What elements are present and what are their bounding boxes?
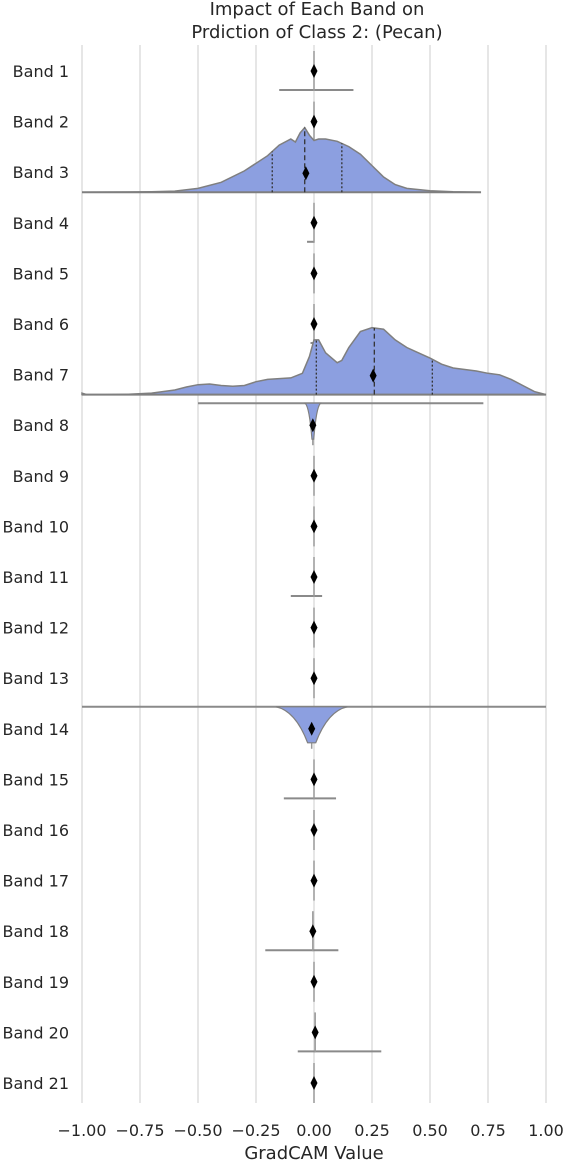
mean-marker bbox=[311, 64, 318, 78]
mean-marker bbox=[311, 317, 318, 331]
y-tick-label: Band 17 bbox=[2, 872, 69, 891]
violin-band-4 bbox=[307, 203, 317, 243]
mean-marker bbox=[311, 975, 318, 989]
violin-band-6 bbox=[311, 304, 318, 344]
violin-band-2 bbox=[309, 102, 318, 142]
y-tick-label: Band 6 bbox=[13, 315, 69, 334]
y-tick-labels: Band 1 Band 2 Band 3 Band 4 Band 5 Band 6 Band… bbox=[2, 62, 69, 1093]
y-tick-label: Band 5 bbox=[13, 264, 69, 283]
y-tick-label: Band 10 bbox=[2, 517, 69, 536]
mean-marker bbox=[311, 772, 318, 786]
y-tick-label: Band 15 bbox=[2, 770, 69, 789]
mean-marker bbox=[311, 115, 318, 129]
violin-band-3 bbox=[82, 128, 481, 193]
mean-marker bbox=[311, 823, 318, 837]
violin-band-21 bbox=[311, 1063, 318, 1103]
violin-band-14 bbox=[82, 707, 546, 749]
y-tick-label: Band 18 bbox=[2, 922, 69, 941]
violin-band-15 bbox=[284, 759, 336, 799]
x-tick-label: 0.25 bbox=[354, 1121, 390, 1140]
violin-band-9 bbox=[311, 456, 318, 496]
chart-title-line-1: Impact of Each Band on bbox=[210, 0, 425, 20]
mean-marker bbox=[311, 874, 318, 888]
mean-marker bbox=[311, 671, 318, 685]
violin-band-19 bbox=[311, 962, 318, 1002]
y-tick-label: Band 7 bbox=[13, 366, 69, 385]
y-tick-label: Band 21 bbox=[2, 1074, 69, 1093]
y-tick-label: Band 8 bbox=[13, 416, 69, 435]
mean-marker bbox=[311, 469, 318, 483]
x-tick-label: 0.00 bbox=[296, 1121, 332, 1140]
violin-band-11 bbox=[291, 557, 322, 597]
violin-band-5 bbox=[311, 253, 318, 293]
mean-marker bbox=[311, 1076, 318, 1090]
mean-marker bbox=[311, 621, 318, 635]
chart-title-line-2: Prdiction of Class 2: (Pecan) bbox=[191, 22, 442, 43]
y-tick-label: Band 2 bbox=[13, 113, 69, 132]
violin-band-10 bbox=[311, 506, 318, 546]
violin-band-1 bbox=[279, 51, 353, 91]
x-tick-label: 0.75 bbox=[470, 1121, 506, 1140]
x-tick-labels: −1.00 −0.75 −0.50 −0.25 0.00 0.25 0.50 0.75 1.00 bbox=[57, 1121, 563, 1140]
x-tick-label: 1.00 bbox=[528, 1121, 564, 1140]
y-tick-label: Band 13 bbox=[2, 669, 69, 688]
y-tick-label: Band 19 bbox=[2, 973, 69, 992]
violin-band-13 bbox=[311, 658, 318, 698]
violin-band-12 bbox=[311, 608, 318, 648]
x-axis-label: GradCAM Value bbox=[244, 1143, 383, 1163]
mean-marker bbox=[311, 216, 318, 230]
x-tick-label: −1.00 bbox=[57, 1121, 106, 1140]
x-tick-label: −0.25 bbox=[231, 1121, 280, 1140]
mean-marker bbox=[311, 519, 318, 533]
y-tick-label: Band 14 bbox=[2, 720, 69, 739]
mean-marker bbox=[311, 570, 318, 584]
x-tick-label: 0.50 bbox=[412, 1121, 448, 1140]
y-tick-label: Band 4 bbox=[13, 214, 69, 233]
mean-marker bbox=[312, 1025, 319, 1039]
y-tick-label: Band 11 bbox=[2, 568, 69, 587]
mean-marker bbox=[311, 266, 318, 280]
mean-marker bbox=[309, 924, 316, 938]
x-tick-label: −0.50 bbox=[173, 1121, 222, 1140]
violin-band-18 bbox=[265, 911, 338, 951]
x-tick-label: −0.75 bbox=[115, 1121, 164, 1140]
y-tick-label: Band 9 bbox=[13, 467, 69, 486]
y-tick-label: Band 16 bbox=[2, 821, 69, 840]
y-tick-label: Band 1 bbox=[13, 62, 69, 81]
y-tick-label: Band 12 bbox=[2, 619, 69, 638]
violin-band-8 bbox=[198, 403, 483, 445]
y-tick-label: Band 3 bbox=[13, 163, 69, 182]
violin-band-17 bbox=[311, 861, 318, 901]
violin-body bbox=[82, 128, 481, 193]
violin-band-16 bbox=[311, 810, 318, 850]
violin-band-20 bbox=[298, 1012, 382, 1052]
y-tick-label: Band 20 bbox=[2, 1023, 69, 1042]
